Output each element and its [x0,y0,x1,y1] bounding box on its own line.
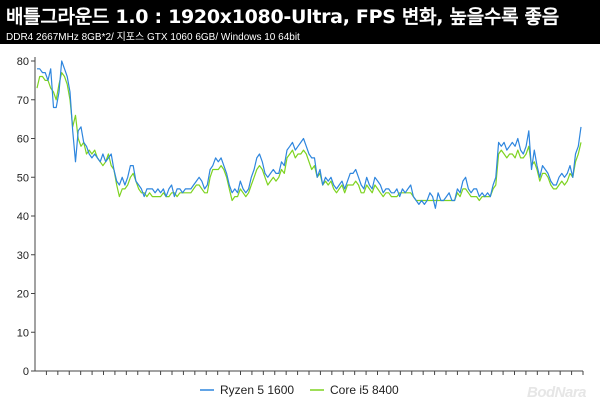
chart-header: 배틀그라운드 1.0 : 1920x1080-Ultra, FPS 변화, 높을… [0,0,600,44]
y-tick-label: 20 [17,289,29,301]
chart-subtitle: DDR4 2667MHz 8GB*2/ 지포스 GTX 1060 6GB/ Wi… [6,32,300,43]
chart-title: 배틀그라운드 1.0 : 1920x1080-Ultra, FPS 변화, 높을… [6,6,559,28]
legend-label-0: Ryzen 5 1600 [220,383,294,397]
watermark-logo: BodNara [526,384,587,401]
series-line-ryzen-5-1600 [37,60,582,209]
y-tick-label: 60 [17,134,29,146]
y-tick-label: 70 [17,95,29,107]
y-tick-label: 10 [17,327,29,339]
legend-label-1: Core i5 8400 [330,383,399,397]
fps-line-chart: 0 10 20 30 40 50 60 70 80 Ryzen 5 1600 Core i5 840… [17,56,584,397]
y-tick-label: 40 [17,211,29,223]
series-line-core-i5-8400 [36,72,582,202]
y-tick-label: 80 [17,56,29,68]
y-tick-label: 50 [17,172,29,184]
y-tick-label: 30 [17,250,29,262]
y-tick-label: 0 [23,366,29,378]
